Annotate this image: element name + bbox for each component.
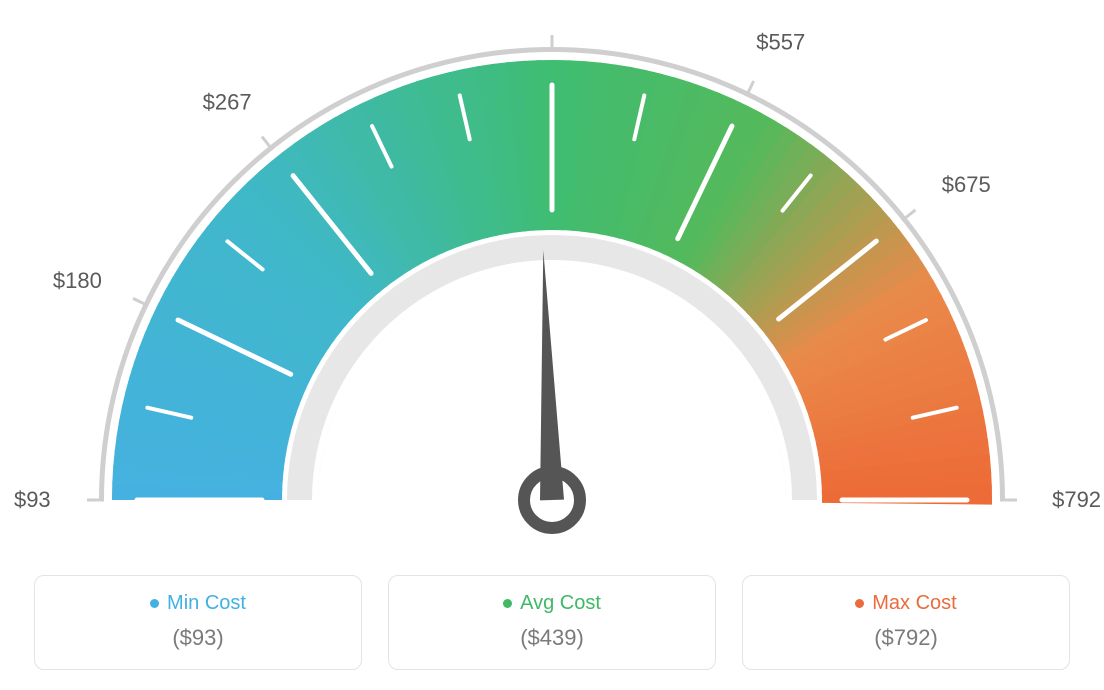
cost-gauge-chart: $93 $180 $267 $439 $557 $675 $792 Min Cost ($93… (0, 0, 1104, 690)
tick-label: $93 (14, 487, 51, 513)
legend-label-text: Min Cost (167, 592, 246, 615)
legend-card: Avg Cost ($439) (388, 575, 716, 670)
legend-card: Max Cost ($792) (742, 575, 1070, 670)
tick-label: $180 (53, 268, 102, 294)
legend-dot-icon (150, 599, 159, 608)
legend-card: Min Cost ($93) (34, 575, 362, 670)
legend-value: ($93) (35, 625, 361, 651)
tick-label: $792 (1052, 487, 1101, 513)
legend-label-text: Avg Cost (520, 592, 601, 615)
legend-value: ($439) (389, 625, 715, 651)
gauge-area: $93 $180 $267 $439 $557 $675 $792 (0, 0, 1104, 560)
legend-label: Max Cost (855, 592, 956, 615)
legend-label: Avg Cost (503, 592, 601, 615)
tick-label: $267 (203, 90, 252, 116)
tick-label: $557 (756, 29, 805, 55)
legend-dot-icon (503, 599, 512, 608)
legend-label-text: Max Cost (872, 592, 956, 615)
needle (540, 250, 564, 500)
legend-label: Min Cost (150, 592, 246, 615)
tick-label: $675 (942, 172, 991, 198)
legend-row: Min Cost ($93) Avg Cost ($439) Max Cost ($792… (0, 575, 1104, 670)
tick-label: $439 (528, 0, 577, 3)
gauge-svg (0, 0, 1104, 560)
legend-dot-icon (855, 599, 864, 608)
legend-value: ($792) (743, 625, 1069, 651)
